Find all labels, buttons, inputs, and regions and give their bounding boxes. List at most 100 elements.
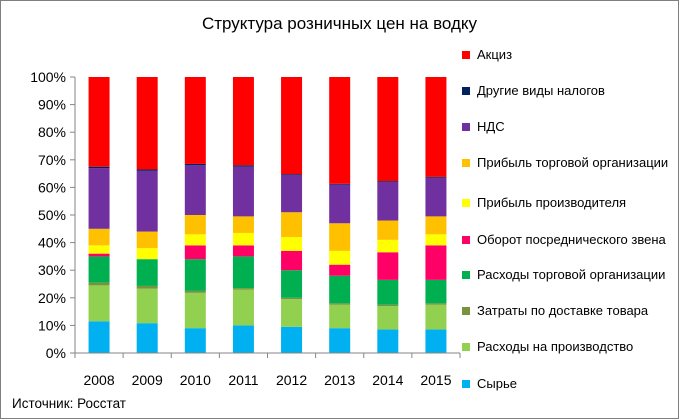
- bar-segment-2011-6: [232, 216, 254, 233]
- bar-segment-2011-2: [232, 288, 254, 290]
- x-tick-label-2013: 2013: [324, 372, 355, 388]
- bar-segment-2011-5: [232, 232, 254, 246]
- y-tick-label: 50%: [38, 207, 66, 223]
- y-tick-label: 90%: [38, 97, 66, 113]
- bar-segment-2015-5: [425, 234, 447, 246]
- bar-segment-2012-1: [281, 299, 303, 327]
- bar-segment-2014-1: [377, 306, 399, 330]
- bar-segment-2013-1: [329, 304, 351, 329]
- bar-segment-2015-6: [425, 216, 447, 235]
- y-tick-label: 20%: [38, 290, 66, 306]
- bar-segment-2012-4: [281, 250, 303, 271]
- x-tick-label-2011: 2011: [228, 372, 258, 388]
- source-note: Источник: Росстат: [12, 396, 126, 411]
- bar-segment-2009-6: [136, 231, 158, 249]
- legend-label: Акциз: [477, 47, 513, 62]
- bar-segment-2012-8: [281, 174, 303, 175]
- bar-segment-2013-2: [329, 303, 351, 305]
- x-tick-label-2009: 2009: [132, 372, 163, 388]
- legend-swatch: [462, 199, 470, 207]
- legend-label: Затраты по доставке товара: [477, 303, 649, 318]
- bar-segment-2011-4: [232, 245, 254, 257]
- bar-segment-2011-9: [232, 77, 254, 166]
- bar-segment-2015-4: [425, 245, 447, 280]
- bar-segment-2015-8: [425, 176, 447, 178]
- bar-segment-2010-2: [184, 290, 206, 293]
- y-tick-label: 0%: [46, 345, 66, 361]
- x-tick-label-2015: 2015: [420, 372, 451, 388]
- bar-segment-2008-8: [88, 166, 110, 169]
- legend-label: Расходы торговой организации: [477, 267, 666, 282]
- bar-segment-2014-9: [377, 77, 399, 182]
- y-tick-label: 60%: [38, 179, 66, 195]
- legend-swatch: [462, 343, 470, 351]
- bar-segment-2009-3: [136, 259, 158, 286]
- bar-segment-2009-7: [136, 170, 158, 232]
- bar-segment-2012-6: [281, 212, 303, 238]
- bar-segment-2013-5: [329, 250, 351, 265]
- bar-segment-2010-5: [184, 234, 206, 246]
- legend-label: Прибыль торговой организации: [477, 155, 669, 170]
- bar-segment-2014-8: [377, 181, 399, 182]
- legend-swatch: [462, 380, 470, 388]
- x-tick-label-2012: 2012: [276, 372, 307, 388]
- bar-segment-2008-5: [88, 245, 110, 254]
- bar-segment-2008-2: [88, 282, 110, 286]
- bar-segment-2013-7: [329, 184, 351, 224]
- bar-segment-2008-7: [88, 168, 110, 229]
- legend-swatch: [462, 159, 470, 167]
- bar-segment-2010-6: [184, 215, 206, 235]
- bar-segment-2010-8: [184, 163, 206, 166]
- bar-segment-2015-2: [425, 303, 447, 305]
- legend-swatch: [462, 123, 470, 131]
- bar-segment-2009-8: [136, 169, 158, 171]
- bar-segment-2012-3: [281, 270, 303, 298]
- bar-segment-2010-3: [184, 259, 206, 291]
- y-tick-label: 100%: [30, 69, 66, 85]
- chart-title: Структура розничных цен на водку: [201, 14, 478, 33]
- x-tick-label-2010: 2010: [180, 372, 211, 388]
- x-tick-label-2014: 2014: [372, 372, 403, 388]
- bar-segment-2015-9: [425, 77, 447, 177]
- bar-segment-2011-1: [232, 289, 254, 326]
- x-tick-label-2008: 2008: [83, 372, 114, 388]
- bar-segment-2014-6: [377, 220, 399, 240]
- bar-segment-2012-9: [281, 77, 303, 175]
- bar-segment-2009-5: [136, 248, 158, 260]
- bar-segment-2013-9: [329, 77, 351, 184]
- bar-segment-2014-5: [377, 239, 399, 253]
- bar-segment-2014-2: [377, 304, 399, 307]
- bar-segment-2014-4: [377, 252, 399, 280]
- bar-segment-2011-8: [232, 165, 254, 167]
- bar-segment-2014-0: [377, 329, 399, 353]
- bar-segment-2008-0: [88, 321, 110, 353]
- bar-segment-2008-4: [88, 253, 110, 257]
- bar-segment-2014-7: [377, 181, 399, 221]
- bar-segment-2015-3: [425, 279, 447, 304]
- bar-segment-2014-3: [377, 279, 399, 305]
- bar-segment-2015-0: [425, 329, 447, 353]
- bar-segment-2013-8: [329, 183, 351, 185]
- legend-label: Прибыль производителя: [477, 195, 627, 210]
- legend-swatch: [462, 51, 470, 59]
- bar-segment-2012-0: [281, 326, 303, 353]
- legend-label: Другие виды налогов: [477, 83, 605, 98]
- bar-segment-2008-3: [88, 256, 110, 283]
- bar-segment-2012-5: [281, 237, 303, 251]
- legend-label: Оборот посреднического звена: [477, 232, 666, 247]
- bar-segment-2009-1: [136, 288, 158, 324]
- y-tick-labels: 0% 10% 20% 30% 40% 50% 60% 70% 80% 90% 100%: [30, 69, 75, 361]
- bar-segment-2010-4: [184, 245, 206, 260]
- y-tick-label: 70%: [38, 152, 66, 168]
- y-tick-label: 40%: [38, 235, 66, 251]
- y-tick-label: 30%: [38, 262, 66, 278]
- bar-segment-2013-3: [329, 275, 351, 304]
- y-tick-label: 80%: [38, 124, 66, 140]
- legend-label: НДС: [477, 119, 505, 134]
- legend-swatch: [462, 307, 470, 315]
- bar-segment-2012-7: [281, 174, 303, 213]
- bar-segment-2015-1: [425, 304, 447, 330]
- chart-axes: [74, 77, 460, 354]
- bar-segment-2011-0: [232, 325, 254, 353]
